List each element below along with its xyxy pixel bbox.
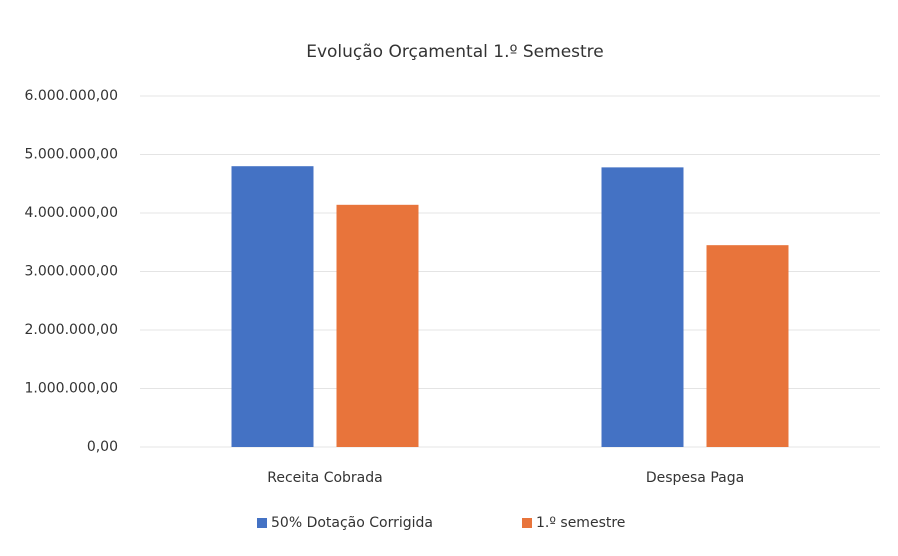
chart-title: Evolução Orçamental 1.º Semestre xyxy=(306,42,604,62)
legend-swatch xyxy=(257,518,267,528)
bar xyxy=(231,166,314,447)
x-tick-label: Receita Cobrada xyxy=(267,470,382,486)
y-tick-label: 0,00 xyxy=(87,439,118,455)
legend-label: 1.º semestre xyxy=(536,515,625,531)
y-tick-label: 4.000.000,00 xyxy=(24,205,118,221)
y-tick-label: 2.000.000,00 xyxy=(24,322,118,338)
bar xyxy=(336,204,419,447)
legend-label: 50% Dotação Corrigida xyxy=(271,515,433,531)
legend-swatch xyxy=(522,518,532,528)
y-tick-label: 6.000.000,00 xyxy=(24,88,118,104)
y-tick-label: 3.000.000,00 xyxy=(24,264,118,280)
y-tick-label: 5.000.000,00 xyxy=(24,147,118,163)
bar xyxy=(601,167,684,447)
bar xyxy=(706,245,789,447)
y-tick-label: 1.000.000,00 xyxy=(24,381,118,397)
x-tick-label: Despesa Paga xyxy=(646,470,744,486)
